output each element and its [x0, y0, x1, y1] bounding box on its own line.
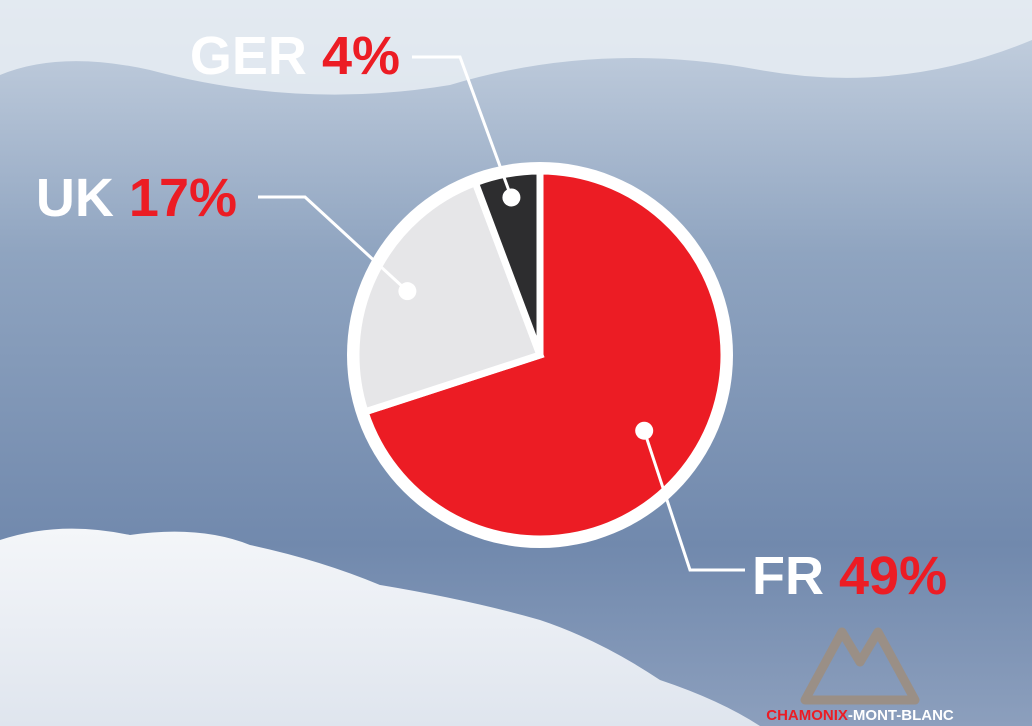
leader-dot: [398, 282, 416, 300]
leader-dot: [502, 188, 520, 206]
infographic: FR 49% UK 17% GER 4% CHAMONIX-MONT-BLANC: [0, 0, 1032, 726]
value-label: 17%: [129, 168, 237, 228]
category-label: UK: [36, 168, 114, 228]
leader-dot: [635, 422, 653, 440]
category-label: FR: [752, 546, 824, 606]
slice-label: GER 4%: [190, 26, 400, 86]
slice-label: FR 49%: [752, 546, 947, 606]
logo-text: CHAMONIX-MONT-BLANC: [766, 707, 954, 724]
value-label: 49%: [839, 546, 947, 606]
slice-label: UK 17%: [36, 168, 237, 228]
logo-part: CHAMONIX: [766, 707, 848, 724]
pie: [347, 162, 733, 548]
logo-part: -MONT-BLANC: [848, 707, 954, 724]
category-label: GER: [190, 26, 307, 86]
value-label: 4%: [322, 26, 400, 86]
